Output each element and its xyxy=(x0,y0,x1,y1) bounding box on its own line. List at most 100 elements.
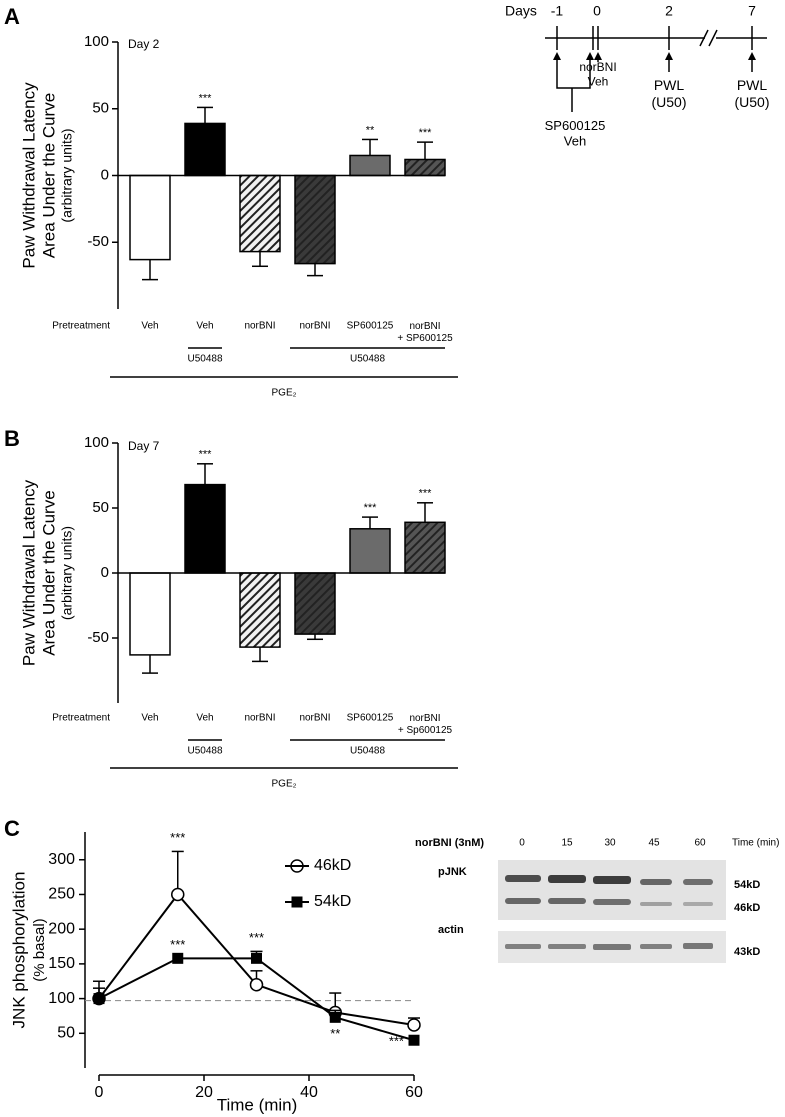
vehicle-label: PGE₂ xyxy=(272,779,297,790)
data-point xyxy=(407,1018,421,1032)
y-tick-label: 250 xyxy=(48,886,75,903)
y-tick-label: 150 xyxy=(48,955,75,972)
x-tick-label: 0 xyxy=(95,1084,104,1101)
blot-row-label: actin xyxy=(438,924,464,936)
blot-treatment: norBNI (3nM) xyxy=(415,837,484,849)
legend-label: 46kD xyxy=(314,857,351,874)
timeline-day: 0 xyxy=(593,3,601,19)
x-tick-label: norBNI xyxy=(299,321,330,332)
bar xyxy=(404,158,446,177)
bar xyxy=(129,174,171,261)
y-tick-label: 100 xyxy=(48,990,75,1007)
y-axis-label: (% basal) xyxy=(31,918,48,981)
x-tick-label: SP600125 xyxy=(347,321,394,332)
significance-label: ** xyxy=(330,1026,340,1041)
significance-label: *** xyxy=(199,92,213,104)
y-tick-label: 100 xyxy=(84,434,109,451)
significance-label: *** xyxy=(419,127,433,139)
significance-label: *** xyxy=(170,937,185,952)
data-point xyxy=(329,1011,341,1023)
blot-lane: 45 xyxy=(648,838,660,849)
y-axis-label: Paw Withdrawal Latency xyxy=(19,479,38,666)
treatment-label: U50488 xyxy=(187,746,222,757)
timeline: Days -1 0 2 7 SP600125 Veh norBNI Veh PWL(… xyxy=(505,3,770,149)
bar xyxy=(349,528,391,574)
treatment-label: U50488 xyxy=(350,746,385,757)
significance-label: ** xyxy=(366,124,375,136)
y-axis-label: Area Under the Curve xyxy=(39,490,58,655)
x-tick-label: norBNI xyxy=(244,321,275,332)
blot-size: 43kD xyxy=(734,946,760,958)
x-tick-label: 40 xyxy=(300,1084,318,1101)
y-tick-label: 0 xyxy=(101,564,109,581)
y-tick-label: 50 xyxy=(57,1025,75,1042)
data-point xyxy=(408,1034,420,1046)
treatment-label: U50488 xyxy=(187,354,222,365)
x-tick-label: norBNI xyxy=(244,713,275,724)
y-tick-label: -50 xyxy=(87,233,109,250)
panel-label: B xyxy=(4,426,20,451)
bar xyxy=(239,572,281,648)
y-axis-label: Paw Withdrawal Latency xyxy=(19,82,38,269)
panel-label: A xyxy=(4,4,20,29)
timeline-title: Days xyxy=(505,3,537,19)
y-axis-label: JNK phosphorylation xyxy=(9,872,28,1029)
x-tick-label: norBNI + Sp600125 xyxy=(398,713,453,736)
y-axis-label: Area Under the Curve xyxy=(39,93,58,258)
treatment-label: U50488 xyxy=(350,354,385,365)
timeline-day: 2 xyxy=(665,3,673,19)
y-tick-label: 0 xyxy=(101,166,109,183)
timeline-label: norBNI Veh xyxy=(579,60,616,88)
arrow-head xyxy=(553,52,756,60)
blot-bands xyxy=(505,875,713,950)
x-tick-label: norBNI xyxy=(299,713,330,724)
data-point xyxy=(251,952,262,964)
significance-label: *** xyxy=(364,502,378,514)
x-tick-label: Veh xyxy=(196,321,213,332)
timeline-label: PWL (U50) xyxy=(734,77,769,110)
bar xyxy=(404,521,446,574)
blot-lane: 30 xyxy=(604,838,616,849)
blot-lane-unit: Time (min) xyxy=(732,838,779,849)
y-tick-label: 200 xyxy=(48,920,75,937)
x-axis-label: Time (min) xyxy=(217,1095,298,1114)
data-point xyxy=(171,887,185,902)
timeline-day: -1 xyxy=(551,3,564,19)
bar xyxy=(184,122,226,177)
y-tick-label: 300 xyxy=(48,851,75,868)
bar xyxy=(294,174,336,265)
y-tick-label: 50 xyxy=(92,499,109,516)
legend-label: 54kD xyxy=(314,893,351,910)
bar xyxy=(129,572,171,656)
blot-lane: 15 xyxy=(561,838,573,849)
y-axis-label: (arbitrary units) xyxy=(59,526,75,620)
timeline-label: SP600125 Veh xyxy=(545,118,606,149)
significance-label: *** xyxy=(389,1034,404,1049)
timeline-break xyxy=(699,29,709,47)
data-point xyxy=(172,952,184,964)
data-point xyxy=(249,977,264,992)
y-axis-label: (arbitrary units) xyxy=(59,128,75,222)
y-tick-label: 100 xyxy=(84,33,109,50)
bar xyxy=(349,154,391,177)
x-tick-label: Veh xyxy=(196,713,213,724)
western-blot: norBNI (3nM) 0 15 30 45 60 Time (min) pJ… xyxy=(415,837,779,963)
blot-membrane xyxy=(498,860,726,920)
y-tick-label: 50 xyxy=(92,100,109,117)
data-point xyxy=(93,993,105,1005)
timeline-break xyxy=(708,29,718,47)
blot-lane: 0 xyxy=(519,838,525,849)
pretreatment-label: Pretreatment xyxy=(52,713,110,724)
panel-label: C xyxy=(4,816,20,841)
x-tick-label: 60 xyxy=(405,1084,423,1101)
annotation: Day 2 xyxy=(128,37,160,51)
blot-lane: 60 xyxy=(694,838,706,849)
timeline-label: PWL (U50) xyxy=(651,77,686,110)
x-tick-label: Veh xyxy=(141,321,158,332)
significance-label: *** xyxy=(170,830,185,845)
blot-size: 46kD xyxy=(734,902,760,914)
x-tick-label: Veh xyxy=(141,713,158,724)
x-tick-label: norBNI + SP600125 xyxy=(397,321,453,344)
timeline-day: 7 xyxy=(748,3,756,19)
